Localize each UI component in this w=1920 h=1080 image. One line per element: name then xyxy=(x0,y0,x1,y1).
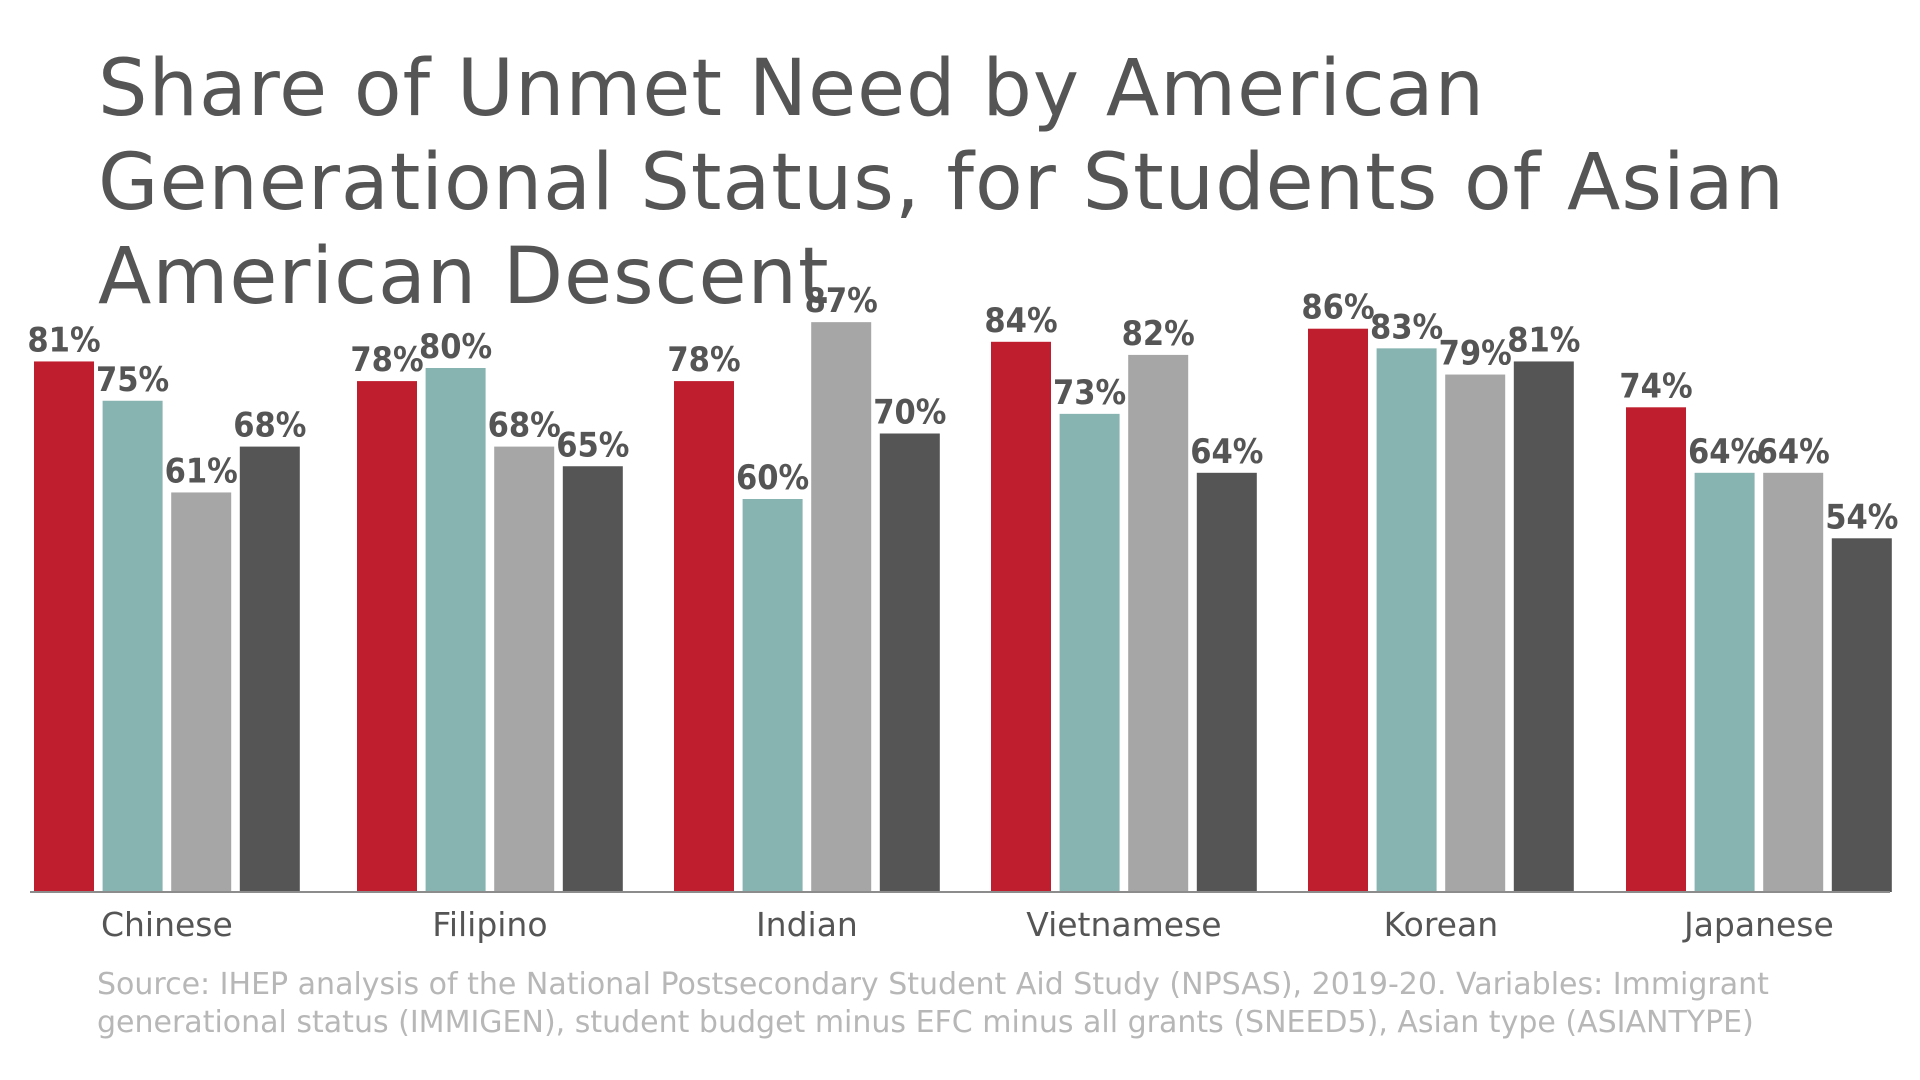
value-label-indian-4: 70% xyxy=(873,393,946,433)
bar-korean-3 xyxy=(1445,374,1506,892)
value-label-filipino-2: 80% xyxy=(419,327,492,367)
bar-indian-2 xyxy=(742,499,803,892)
value-label-korean-2: 83% xyxy=(1370,307,1443,347)
value-label-chinese-4: 68% xyxy=(233,406,306,446)
bar-vietnamese-2 xyxy=(1059,413,1120,892)
value-label-korean-4: 81% xyxy=(1507,320,1580,360)
bar-japanese-4 xyxy=(1831,538,1892,892)
value-label-japanese-4: 54% xyxy=(1825,497,1898,537)
bar-indian-3 xyxy=(811,322,872,892)
bars-layer xyxy=(34,322,1892,893)
value-label-chinese-1: 81% xyxy=(27,320,100,360)
bar-korean-4 xyxy=(1513,361,1574,892)
bar-filipino-1 xyxy=(357,381,417,892)
bar-chinese-3 xyxy=(171,492,232,892)
bar-indian-4 xyxy=(879,433,940,892)
value-label-vietnamese-2: 73% xyxy=(1053,373,1126,413)
bar-japanese-2 xyxy=(1694,472,1755,892)
chart-title: Share of Unmet Need by American Generati… xyxy=(98,44,1785,322)
category-label-filipino: Filipino xyxy=(432,905,547,944)
value-label-vietnamese-4: 64% xyxy=(1190,432,1263,472)
category-label-indian: Indian xyxy=(756,905,858,944)
value-label-vietnamese-3: 82% xyxy=(1122,314,1195,354)
value-labels-layer: 81%75%61%68%78%80%68%65%78%60%87%70%84%7… xyxy=(27,281,1898,537)
value-label-korean-3: 79% xyxy=(1439,334,1512,374)
bar-vietnamese-1 xyxy=(991,341,1051,892)
bar-japanese-1 xyxy=(1626,407,1686,892)
value-label-japanese-3: 64% xyxy=(1757,432,1830,472)
bar-filipino-3 xyxy=(494,446,555,892)
bar-vietnamese-3 xyxy=(1128,354,1189,892)
category-labels-layer: Chinese Filipino Indian Vietnamese Korean Jap… xyxy=(101,905,1834,944)
value-label-indian-1: 78% xyxy=(667,340,740,380)
value-label-filipino-4: 65% xyxy=(556,425,629,465)
bar-chinese-1 xyxy=(34,361,94,892)
bar-chinese-4 xyxy=(239,446,300,892)
value-label-japanese-2: 64% xyxy=(1688,432,1761,472)
value-label-filipino-1: 78% xyxy=(350,340,423,380)
value-label-japanese-1: 74% xyxy=(1619,366,1692,406)
category-label-japanese: Japanese xyxy=(1682,905,1834,944)
category-label-korean: Korean xyxy=(1384,905,1498,944)
value-label-korean-1: 86% xyxy=(1301,288,1374,328)
source-note: Source: IHEP analysis of the National Po… xyxy=(97,967,1769,1040)
bar-chinese-2 xyxy=(102,400,163,892)
bar-japanese-3 xyxy=(1763,472,1824,892)
value-label-indian-3: 87% xyxy=(805,281,878,321)
bar-filipino-4 xyxy=(562,466,623,892)
category-label-chinese: Chinese xyxy=(101,905,233,944)
bar-vietnamese-4 xyxy=(1196,472,1257,892)
bar-korean-2 xyxy=(1376,348,1437,893)
bar-indian-1 xyxy=(674,381,734,892)
value-label-filipino-3: 68% xyxy=(488,406,561,446)
value-label-vietnamese-1: 84% xyxy=(984,301,1057,341)
category-label-vietnamese: Vietnamese xyxy=(1026,905,1221,944)
bar-korean-1 xyxy=(1308,328,1368,892)
bar-filipino-2 xyxy=(425,368,486,892)
value-label-chinese-3: 61% xyxy=(165,451,238,491)
value-label-indian-2: 60% xyxy=(736,458,809,498)
value-label-chinese-2: 75% xyxy=(96,360,169,400)
